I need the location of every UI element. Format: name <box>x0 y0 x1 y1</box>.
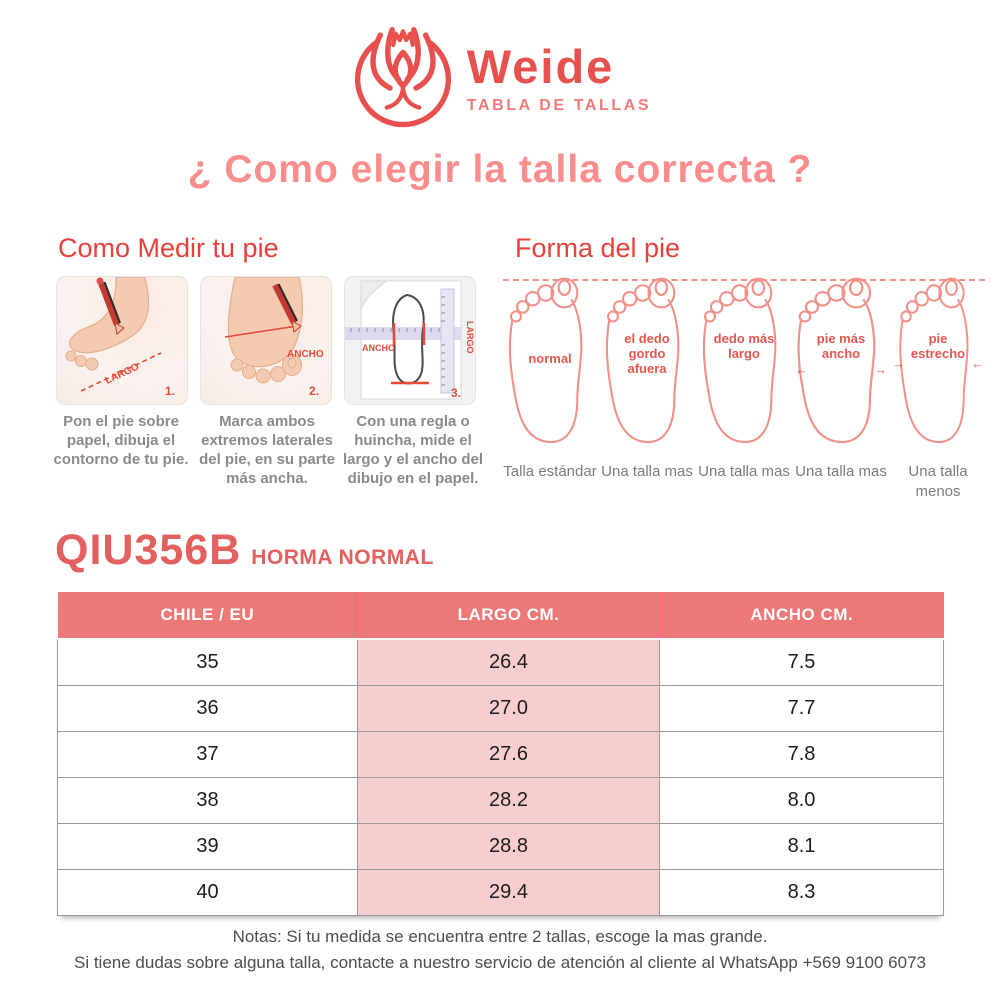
narrow-arrow-left-icon: → <box>892 356 905 371</box>
step-1-caption: Pon el pie sobre papel, dibuja el contor… <box>53 413 189 468</box>
step-2-caption: Marca ambos extremos laterales del pie, … <box>199 413 335 487</box>
foot-caption: Una talla mas <box>698 463 790 480</box>
size-table: CHILE / EU LARGO CM. ANCHO CM. 35 26.4 7.5… <box>57 592 944 916</box>
foot-label: pie estrecho <box>910 331 966 361</box>
brand-name: Weide <box>466 40 615 93</box>
table-cell: 28.8 <box>357 823 660 870</box>
width-arrow-right-icon: → <box>874 362 887 377</box>
size-table-header-row: CHILE / EU LARGO CM. ANCHO CM. <box>57 592 944 640</box>
table-cell: 8.1 <box>659 823 944 870</box>
table-cell: 39 <box>57 823 358 870</box>
measure-step-captions: Pon el pie sobre papel, dibuja el contor… <box>50 412 484 488</box>
note-line-1: Notas: Si tu medida se encuentra entre 2… <box>232 927 768 946</box>
table-row: 36 27.0 7.7 <box>57 685 944 732</box>
col-header-chile-eu: CHILE / EU <box>57 592 358 640</box>
step-1-number: 1. <box>165 384 175 398</box>
table-cell: 28.2 <box>357 777 660 824</box>
table-cell: 35 <box>57 638 358 686</box>
brand-logo: Weide TABLA DE TALLAS <box>0 20 1000 128</box>
toe-guide-line <box>503 279 985 281</box>
table-row: 37 27.6 7.8 <box>57 731 944 778</box>
measure-heading: Como Medir tu pie <box>58 233 279 263</box>
footer-notes: Notas: Si tu medida se encuentra entre 2… <box>0 924 1000 976</box>
table-row: 38 28.2 8.0 <box>57 777 944 824</box>
foot-label: el dedo gordo afuera <box>624 331 670 376</box>
table-cell: 29.4 <box>357 869 660 916</box>
foot-wide: pie más ancho ← → Una talla mas <box>794 270 888 502</box>
lotus-crown-icon <box>354 27 451 128</box>
foot-label: pie más ancho <box>816 331 866 361</box>
step-1-largo-label: LARGO <box>104 361 142 386</box>
width-arrow-left-icon: ← <box>795 362 808 377</box>
table-cell: 37 <box>57 731 358 778</box>
table-cell: 7.5 <box>659 638 944 686</box>
foot-label: dedo más largo <box>713 331 775 361</box>
table-cell: 40 <box>57 869 358 916</box>
foot-shapes-panel: normal Talla estándar el dedo gordo afue… <box>503 267 987 507</box>
table-cell: 26.4 <box>357 638 660 686</box>
table-row: 35 26.4 7.5 <box>57 638 944 686</box>
table-cell: 27.0 <box>357 685 660 732</box>
step-1-photo: LARGO 1. <box>56 276 188 405</box>
product-code: QIU356B <box>55 526 242 574</box>
step-2-photo: ANCHO 2. <box>200 276 332 405</box>
table-cell: 38 <box>57 777 358 824</box>
product-fit: HORMA NORMAL <box>251 546 434 569</box>
foot-caption: Talla estándar <box>503 463 597 480</box>
foot-caption: Una talla mas <box>601 463 693 480</box>
table-row: 39 28.8 8.1 <box>57 823 944 870</box>
table-cell: 27.6 <box>357 731 660 778</box>
step-3-largo-label: LARGO <box>465 321 475 354</box>
table-cell: 36 <box>57 685 358 732</box>
table-cell: 8.0 <box>659 777 944 824</box>
product-line: QIU356B HORMA NORMAL <box>55 526 434 575</box>
brand-tagline: TABLA DE TALLAS <box>466 97 652 114</box>
foot-long-toe: dedo más largo Una talla mas <box>697 270 791 502</box>
step-3-number: 3. <box>451 386 461 400</box>
col-header-ancho: ANCHO CM. <box>659 592 944 640</box>
step-2-ancho-label: ANCHO <box>287 349 324 360</box>
col-header-largo: LARGO CM. <box>357 592 660 640</box>
table-row: 40 29.4 8.3 <box>57 869 944 916</box>
foot-shapes-heading: Forma del pie <box>515 233 681 263</box>
table-cell: 7.8 <box>659 731 944 778</box>
step-3-ancho-label: ANCHO <box>362 343 395 353</box>
measure-steps: LARGO 1. ANCHO 2. <box>56 276 476 405</box>
step-2-number: 2. <box>309 384 319 398</box>
table-cell: 8.3 <box>659 869 944 916</box>
note-line-2: Si tiene dudas sobre alguna talla, conta… <box>74 953 926 972</box>
narrow-arrow-right-icon: ← <box>971 356 984 371</box>
foot-label: normal <box>528 351 572 366</box>
foot-normal: normal Talla estándar <box>503 270 597 502</box>
page-title: ¿ Como elegir la talla correcta ? <box>187 148 813 191</box>
foot-narrow: pie estrecho → ← Una talla menos <box>891 270 985 502</box>
table-cell: 7.7 <box>659 685 944 732</box>
step-3-caption: Con una regla o huincha, mide el largo y… <box>342 413 484 487</box>
foot-caption: Una talla menos <box>908 463 968 500</box>
step-3-photo: ANCHO LARGO 3. <box>344 276 476 405</box>
foot-caption: Una talla mas <box>795 463 887 480</box>
foot-big-toe-out: el dedo gordo afuera Una talla mas <box>600 270 694 502</box>
